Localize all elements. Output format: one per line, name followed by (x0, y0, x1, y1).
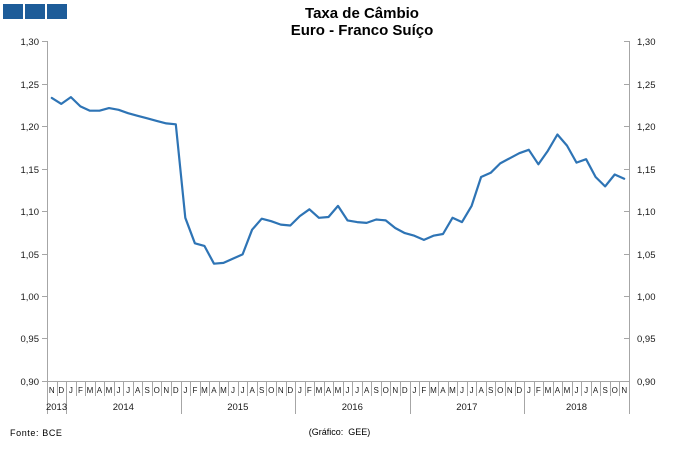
x-axis-month-label: M (430, 386, 437, 395)
x-axis-month-label: D (58, 386, 64, 395)
x-axis-month-label: M (106, 386, 113, 395)
x-axis-month-label: J (412, 386, 416, 395)
x-axis-year-label: 2016 (342, 402, 363, 413)
x-axis-month-label: M (335, 386, 342, 395)
x-axis-month-label: J (298, 386, 302, 395)
x-axis-month-label: J (575, 386, 579, 395)
x-axis-month-label: S (259, 386, 264, 395)
y-axis-right-label: 0,90 (637, 377, 656, 388)
x-axis-month-label: S (602, 386, 607, 395)
x-axis-month-label: J (346, 386, 350, 395)
x-axis-month-label: A (97, 386, 103, 395)
y-axis-right-label: 1,10 (637, 207, 656, 218)
y-axis-left-label: 0,95 (21, 334, 40, 345)
x-axis-month-label: O (154, 386, 160, 395)
x-axis-month-label: F (78, 386, 83, 395)
x-axis-month-label: D (173, 386, 179, 395)
x-axis-month-label: J (241, 386, 245, 395)
x-axis-month-label: O (612, 386, 618, 395)
y-axis-left-label: 1,30 (21, 37, 40, 48)
x-axis-month-label: O (268, 386, 274, 395)
x-axis-month-label: N (163, 386, 169, 395)
x-axis-year-label: 2018 (566, 402, 587, 413)
x-axis-year-label: 2015 (227, 402, 248, 413)
x-axis-month-label: A (555, 386, 561, 395)
x-axis-month-label: S (488, 386, 493, 395)
y-axis-right-label: 1,25 (637, 80, 656, 91)
y-axis-left-label: 1,20 (21, 122, 40, 133)
y-axis-left-label: 0,90 (21, 377, 40, 388)
x-axis-month-label: J (470, 386, 474, 395)
x-axis-month-label: F (192, 386, 197, 395)
x-axis-month-label: O (497, 386, 503, 395)
y-axis-right-label: 0,95 (637, 334, 656, 345)
x-axis-month-label: A (249, 386, 255, 395)
x-axis-month-label: S (145, 386, 150, 395)
x-axis-month-label: N (621, 386, 627, 395)
x-axis-month-label: J (355, 386, 359, 395)
x-axis-month-label: F (421, 386, 426, 395)
x-axis-month-label: M (316, 386, 323, 395)
y-axis-right-label: 1,20 (637, 122, 656, 133)
chart-title: Taxa de Câmbio Euro - Franco Suíço (45, 5, 679, 39)
y-axis-left-label: 1,15 (21, 165, 40, 176)
y-axis-right-label: 1,00 (637, 292, 656, 303)
x-axis-month-label: M (201, 386, 208, 395)
credit-note: (Gráfico: GEE) (308, 427, 371, 437)
x-axis-year-label: 2017 (456, 402, 477, 413)
chart-title-line1: Taxa de Câmbio (305, 5, 419, 22)
y-axis-right-label: 1,30 (637, 37, 656, 48)
x-axis-month-label: S (373, 386, 378, 395)
logo-square (3, 4, 23, 19)
x-axis-month-label: A (478, 386, 484, 395)
y-axis-left-label: 1,10 (21, 207, 40, 218)
x-axis-month-label: J (69, 386, 73, 395)
x-axis-month-label: M (87, 386, 94, 395)
y-axis-left-label: 1,00 (21, 292, 40, 303)
logo-square (25, 4, 45, 19)
x-axis-month-label: J (527, 386, 531, 395)
x-axis-month-label: D (516, 386, 522, 395)
x-axis-year-label: 2014 (113, 402, 134, 413)
x-axis-month-label: M (564, 386, 571, 395)
logo-square (47, 4, 67, 19)
y-axis-right-label: 1,05 (637, 250, 656, 261)
x-axis-month-label: A (593, 386, 599, 395)
x-axis-month-label: N (278, 386, 284, 395)
chart-title-line2: Euro - Franco Suíço (290, 22, 434, 39)
eur-chf-line (50, 95, 626, 265)
y-axis-right-label: 1,15 (637, 165, 656, 176)
x-axis-month-label: N (392, 386, 398, 395)
x-axis-month-label: J (231, 386, 235, 395)
logo (3, 4, 67, 19)
axis-labels: 0,90 0,90 0,95 0,95 1,00 1,00 1,05 1,05 1,10 1,10… (21, 37, 656, 413)
x-axis-month-label: J (126, 386, 130, 395)
x-axis-month-label: O (383, 386, 389, 395)
x-axis-month-label: N (49, 386, 55, 395)
x-axis-month-label: J (183, 386, 187, 395)
x-axis-month-label: M (449, 386, 456, 395)
y-axis-left-label: 1,25 (21, 80, 40, 91)
x-axis-month-label: A (326, 386, 332, 395)
x-axis-month-label: M (220, 386, 227, 395)
x-axis-month-label: D (402, 386, 408, 395)
x-axis-month-label: J (460, 386, 464, 395)
source-note: Fonte: BCE (10, 428, 63, 438)
x-axis-month-label: A (211, 386, 217, 395)
x-axis-month-label: N (507, 386, 513, 395)
x-axis-month-label: A (440, 386, 446, 395)
x-axis-month-label: A (364, 386, 370, 395)
x-axis-month-label: M (545, 386, 552, 395)
x-axis-month-label: J (117, 386, 121, 395)
axes (42, 41, 630, 414)
x-axis-month-label: F (307, 386, 312, 395)
x-axis-month-label: F (536, 386, 541, 395)
y-axis-left-label: 1,05 (21, 250, 40, 261)
x-axis-year-label: 2013 (46, 402, 67, 413)
x-axis-month-label: D (287, 386, 293, 395)
x-axis-month-label: A (135, 386, 141, 395)
x-axis-month-label: J (584, 386, 588, 395)
